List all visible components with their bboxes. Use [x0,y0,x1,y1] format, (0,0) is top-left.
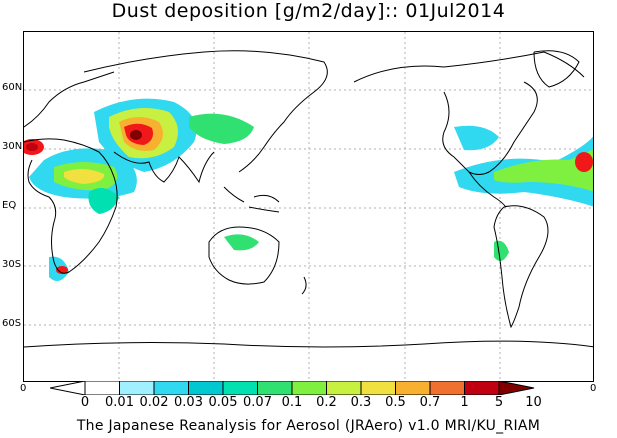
colorbar-segment [257,381,293,395]
colorbar-arrow-low [50,381,86,395]
colorbar-tick-label: 0 [80,395,90,410]
colorbar-tick-label: 0.01 [105,395,134,410]
lat-label-30n: 30N [2,141,23,152]
colorbar-segment [291,381,327,395]
dust-fields [24,98,593,281]
colorbar-tick-label: 0.1 [281,395,303,410]
colorbar-tick-label: 10 [525,395,542,410]
colorbar-segment [153,381,189,395]
colorbar-segment [464,381,500,395]
colorbar-tick-label: 1 [460,395,469,410]
colorbar-segment [84,381,120,395]
colorbar-segment [395,381,431,395]
colorbar-tick-label: 0.05 [208,395,238,410]
colorbar-segment [119,381,155,395]
world-map [23,31,594,382]
colorbar-tick-label: 0.02 [139,395,169,410]
colorbar-segment [222,381,258,395]
lat-label-30s: 30S [2,259,22,270]
lat-label-60n: 60N [2,82,23,93]
colorbar-tick-label: 5 [494,395,504,410]
lat-label-60s: 60S [2,318,22,329]
lat-label-eq: EQ [2,200,17,211]
colorbar-segment [326,381,362,395]
footer-credit: The Japanese Reanalysis for Aerosol (JRA… [76,418,541,434]
colorbar-tick-label: 0.2 [316,395,337,410]
colorbar-segment [429,381,465,395]
colorbar-tick-label: 0.07 [243,395,272,410]
map-title: Dust deposition [g/m2/day]:: 01Jul2014 [111,0,506,22]
lon-label-left: 0 [20,383,27,394]
colorbar-tick-label: 0.7 [419,395,441,410]
colorbar-tick-label: 0.3 [350,395,372,410]
colorbar-tick-label: 0.5 [385,395,406,410]
colorbar-segment [188,381,224,395]
map-canvas [24,32,593,381]
colorbar-arrow-high [498,381,535,395]
colorbar [50,381,535,395]
colorbar-tick-label: 0.03 [174,395,203,410]
coastlines [24,50,593,348]
lon-label-right: 0 [590,383,597,394]
colorbar-segment [360,381,396,395]
